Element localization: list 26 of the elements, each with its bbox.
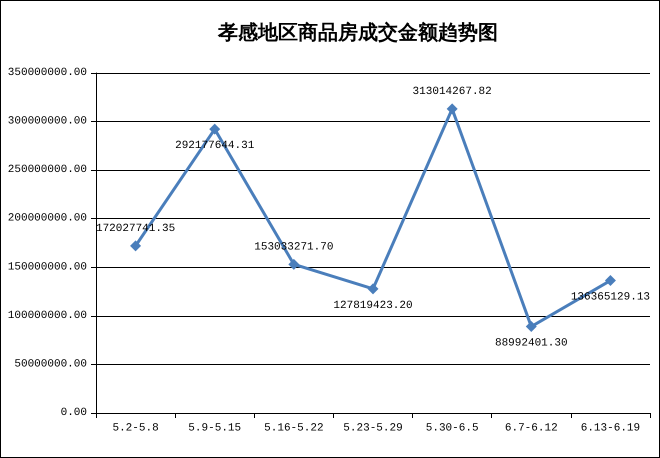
y-tick-label: 350000000.00 [8,67,87,79]
data-label: 127819423.20 [333,300,413,312]
x-tick-label: 5.2-5.8 [112,422,159,434]
x-tick-label: 6.13-6.19 [580,422,640,434]
y-tick-label: 250000000.00 [8,164,87,176]
x-tick-label: 6.7-6.12 [504,422,558,434]
x-tick-label: 5.16-5.22 [264,422,324,434]
point [209,124,220,135]
y-tick-label: 50000000.00 [14,358,87,370]
y-tick-label: 150000000.00 [8,261,87,274]
point [604,275,616,286]
chart-title: 孝感地区商品房成交金额趋势图 [217,20,498,44]
y-tick-label: 100000000.00 [8,310,87,322]
y-tick-label: 300000000.00 [8,116,87,128]
point [526,321,537,332]
y-tick-label: 200000000.00 [8,212,87,225]
y-tick-label: 0.00 [60,407,87,419]
point [130,240,142,252]
point [368,283,378,294]
x-tick-label: 5.30-6.5 [426,422,479,434]
x-tick-label: 5.9-5.15 [188,422,242,434]
point [288,258,300,270]
data-label: 88992401.30 [494,338,568,350]
point [446,103,458,114]
data-label: 313014267.82 [412,86,492,98]
x-tick-label: 5.23-5.29 [343,422,403,434]
